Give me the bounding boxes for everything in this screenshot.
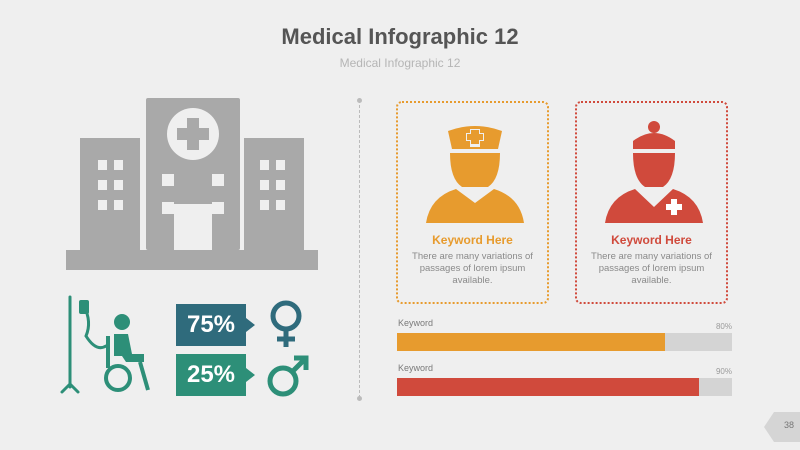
nurse-card-title: Keyword Here	[432, 233, 513, 247]
female-icon	[270, 300, 302, 347]
doctor-card-text: There are many variations of passages of…	[591, 251, 712, 286]
bar-2-track	[397, 378, 732, 396]
page-number: 38	[783, 420, 794, 430]
male-arrow	[246, 368, 255, 382]
divider-dot-bottom	[357, 396, 362, 401]
bar-1-fill	[397, 333, 665, 351]
page-title: Medical Infographic 12	[281, 24, 519, 49]
bar-2-value: 90%	[715, 367, 732, 376]
male-percent-value: 25%	[186, 361, 236, 388]
doctor-card-title: Keyword Here	[611, 233, 692, 247]
hospital-icon	[66, 98, 318, 270]
bar-2-label: Keyword	[398, 363, 434, 373]
bar-1-label: Keyword	[398, 318, 434, 328]
female-arrow	[246, 318, 255, 332]
nurse-card: Keyword Here There are many variations o…	[396, 101, 549, 304]
vertical-divider	[359, 100, 360, 398]
bar-2-fill	[397, 378, 699, 396]
bar-1-value: 80%	[715, 322, 732, 331]
nurse-icon	[426, 126, 524, 223]
doctor-icon	[605, 121, 703, 223]
bar-1-track	[397, 333, 732, 351]
wheelchair-patient-icon	[60, 295, 150, 394]
female-percent-value: 75%	[186, 311, 236, 338]
divider-dot-top	[357, 98, 362, 103]
male-percent-badge: 25%	[176, 354, 246, 396]
male-icon	[267, 355, 309, 397]
page-number-tab	[764, 412, 800, 442]
doctor-card: Keyword Here There are many variations o…	[575, 101, 728, 304]
female-percent-badge: 75%	[176, 304, 246, 346]
page-subtitle: Medical Infographic 12	[339, 56, 461, 70]
nurse-card-text: There are many variations of passages of…	[412, 251, 533, 286]
